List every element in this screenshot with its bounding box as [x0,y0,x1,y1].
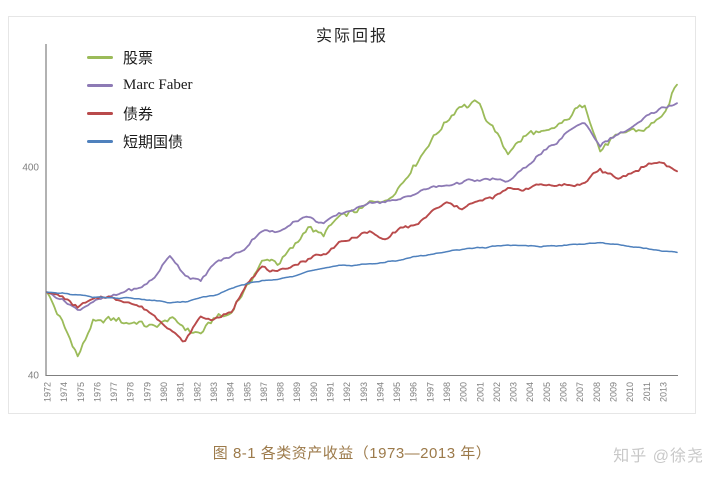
x-tick-label: 2002 [492,382,502,402]
y-tick-label: 400 [22,163,39,174]
x-tick-label: 1997 [425,382,435,402]
x-tick-label: 2009 [608,382,618,402]
legend-label: 债券 [123,106,154,123]
y-tick-label: 40 [28,371,40,382]
legend-item-bonds: 债券 [87,99,193,127]
series-line-stocks [46,83,678,358]
x-tick-label: 1976 [92,382,102,402]
legend-swatch-marc-faber [87,83,113,87]
x-tick-label: 1984 [226,382,236,402]
x-tick-label: 1975 [76,382,86,402]
legend: 股票 Marc Faber 债券短期国债 [87,43,193,155]
x-tick-label: 1979 [142,382,152,402]
legend-label: 短期国债 [123,134,184,151]
x-tick-label: 1981 [176,382,186,402]
x-tick-label: 2005 [542,382,552,402]
x-tick-label: 1993 [359,382,369,402]
x-tick-label: 2008 [592,382,602,402]
legend-item-marc-faber: Marc Faber [87,71,193,99]
x-tick-label: 1991 [325,382,335,402]
x-tick-label: 1983 [209,382,219,402]
legend-label: 股票 [123,50,154,67]
legend-swatch-bonds [87,111,113,115]
series-line-t-bills [46,241,678,304]
chart-title: 实际回报 [315,28,388,45]
figure-caption: 图 8-1 各类资产收益（1973—2013 年） [212,445,492,462]
x-tick-label: 1987 [259,382,269,402]
chart-panel: 实际回报 400 40 1972 1974 1975 1976 1977 1978 1979 19… [8,16,696,414]
series-line-marc-faber [46,102,678,311]
legend-swatch-t-bills [87,139,113,143]
x-tick-label: 1992 [342,382,352,402]
x-tick-label: 2000 [459,382,469,402]
x-tick-label: 2013 [658,382,668,402]
x-tick-label: 1982 [192,382,202,402]
x-tick-label: 1995 [392,382,402,402]
x-tick-label: 1989 [292,382,302,402]
x-tick-label: 1978 [126,382,136,402]
x-tick-label: 2004 [525,382,535,402]
x-tick-label: 1996 [409,382,419,402]
x-tick-label: 1985 [242,382,252,402]
legend-swatch-stocks [87,55,113,59]
x-tick-label: 2010 [625,382,635,402]
x-tick-label: 2001 [475,382,485,402]
series-line-bonds [46,161,678,343]
x-tick-label: 2011 [642,382,652,401]
x-tick-label: 1977 [109,382,119,402]
x-tick-label: 2003 [509,382,519,402]
x-tick-label: 1974 [59,382,69,402]
x-tick-label: 1998 [442,382,452,402]
legend-label: Marc Faber [123,76,193,93]
x-tick-label: 1990 [309,382,319,402]
x-tick-label: 2006 [559,382,569,402]
x-tick-label: 2007 [575,382,585,402]
x-tick-label: 1980 [159,382,169,402]
x-tick-label: 1972 [43,382,53,402]
legend-item-t-bills: 短期国债 [87,127,193,155]
x-tick-label: 1988 [276,382,286,402]
x-tick-label: 1994 [375,382,385,402]
legend-item-stocks: 股票 [87,43,193,71]
watermark: 知乎 @徐尧 [613,448,704,465]
